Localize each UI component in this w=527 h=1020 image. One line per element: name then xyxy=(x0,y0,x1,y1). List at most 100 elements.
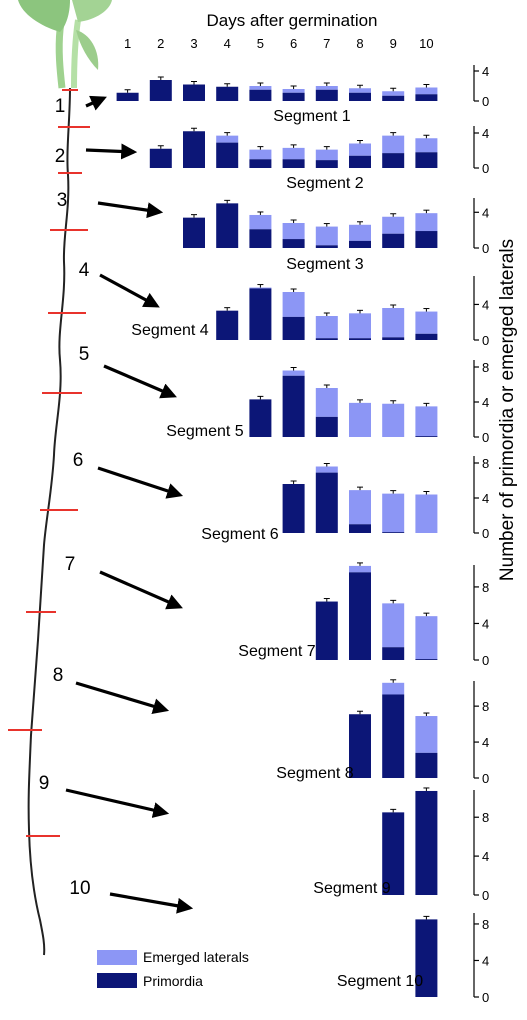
arrow xyxy=(85,143,138,160)
bar-emerged-laterals xyxy=(282,370,305,376)
bar-emerged-laterals xyxy=(216,135,239,143)
bar-primordia xyxy=(282,239,305,248)
bar-emerged-laterals xyxy=(382,216,405,234)
arrow xyxy=(99,273,160,308)
segment-number: 4 xyxy=(79,260,90,281)
bar-primordia xyxy=(216,142,239,168)
bar-emerged-laterals xyxy=(349,313,371,339)
bar-emerged-laterals xyxy=(249,86,272,90)
bar-emerged-laterals xyxy=(282,223,305,240)
bar-primordia xyxy=(315,601,338,660)
arrow xyxy=(85,95,107,111)
y-tick-label: 4 xyxy=(482,64,489,79)
bar-primordia xyxy=(382,532,405,533)
segment-label: Segment 5 xyxy=(166,423,243,440)
bar-primordia xyxy=(249,399,272,437)
bar-primordia xyxy=(349,92,371,101)
bar-primordia xyxy=(315,472,338,533)
segment-number: 6 xyxy=(73,450,84,471)
legend: Emerged laterals Primordia xyxy=(97,949,249,989)
y-tick-label: 0 xyxy=(482,94,489,109)
bar-emerged-laterals xyxy=(382,308,405,338)
bar-primordia xyxy=(415,752,438,778)
segment-number: 3 xyxy=(57,190,68,211)
y-tick-label: 8 xyxy=(482,580,489,595)
bar-emerged-laterals xyxy=(315,466,338,473)
y-tick-label: 8 xyxy=(482,810,489,825)
y-tick-label: 4 xyxy=(482,735,489,750)
bar-primordia xyxy=(382,694,405,778)
bar-emerged-laterals xyxy=(249,214,272,230)
bar-emerged-laterals xyxy=(382,682,405,695)
bar-primordia xyxy=(415,436,438,437)
bar-primordia xyxy=(415,919,438,997)
segment-number-labels: 1 2 3 4 5 6 7 8 9 10 xyxy=(39,96,91,899)
y-tick-label: 0 xyxy=(482,526,489,541)
bar-emerged-laterals xyxy=(315,149,338,161)
panel-segment-3: 0 4 Segment 3 xyxy=(183,198,489,273)
bar-primordia xyxy=(382,95,405,101)
bar-emerged-laterals xyxy=(382,91,405,96)
bar-emerged-laterals xyxy=(249,287,272,289)
segment-arrows xyxy=(65,95,194,914)
y-tick-label: 0 xyxy=(482,653,489,668)
arrow xyxy=(103,364,177,399)
bar-primordia xyxy=(183,217,205,248)
bar-primordia xyxy=(315,160,338,168)
bar-emerged-laterals xyxy=(415,213,438,232)
panel-segment-5: 0 4 8 Segment 5 xyxy=(166,360,489,445)
bar-emerged-laterals xyxy=(415,616,438,660)
bar-primordia xyxy=(415,333,438,340)
legend-swatch-primordia xyxy=(97,973,137,988)
bar-emerged-laterals xyxy=(249,149,272,160)
panel-segment-9: 0 4 8 Segment 9 xyxy=(313,787,489,903)
bar-primordia xyxy=(415,659,438,660)
bar-emerged-laterals xyxy=(349,565,371,573)
y-tick-label: 0 xyxy=(482,888,489,903)
segment-label: Segment 3 xyxy=(286,256,363,273)
segment-number: 7 xyxy=(65,554,76,575)
day-tick-label: 7 xyxy=(323,36,330,51)
bar-primordia xyxy=(249,89,272,101)
bar-emerged-laterals xyxy=(382,135,405,154)
y-tick-label: 4 xyxy=(482,395,489,410)
bar-primordia xyxy=(216,310,239,340)
y-tick-label: 8 xyxy=(482,917,489,932)
bar-primordia xyxy=(149,80,172,101)
bar-primordia xyxy=(349,240,371,248)
panel-segment-2: 0 4 Segment 2 xyxy=(149,126,489,192)
bar-primordia xyxy=(282,159,305,168)
y-tick-label: 8 xyxy=(482,456,489,471)
arrow xyxy=(109,892,194,914)
bar-emerged-laterals xyxy=(382,493,405,533)
bar-primordia xyxy=(382,337,405,340)
arrow xyxy=(97,201,164,219)
bar-emerged-laterals xyxy=(282,89,305,93)
panel-segment-4: 0 4 Segment 4 xyxy=(131,276,489,348)
bar-primordia xyxy=(349,572,371,660)
bar-emerged-laterals xyxy=(382,403,405,437)
bar-emerged-laterals xyxy=(315,388,338,417)
bar-primordia xyxy=(315,338,338,340)
bar-emerged-laterals xyxy=(282,292,305,317)
bar-primordia xyxy=(382,233,405,248)
bar-primordia xyxy=(349,714,371,778)
legend-label-primordia: Primordia xyxy=(143,973,203,989)
segment-boundary-marks xyxy=(8,89,90,837)
bar-primordia xyxy=(382,812,405,895)
primary-root xyxy=(27,87,71,956)
y-tick-label: 0 xyxy=(482,241,489,256)
bar-primordia xyxy=(282,375,305,437)
bar-primordia xyxy=(249,159,272,168)
y-tick-label: 8 xyxy=(482,360,489,375)
y-tick-label: 4 xyxy=(482,491,489,506)
day-tick-label: 9 xyxy=(390,36,397,51)
arrow xyxy=(75,681,170,714)
bar-primordia xyxy=(216,86,239,101)
bar-emerged-laterals xyxy=(282,147,305,160)
bar-primordia xyxy=(382,153,405,168)
bar-primordia xyxy=(249,229,272,248)
bar-primordia xyxy=(315,245,338,248)
